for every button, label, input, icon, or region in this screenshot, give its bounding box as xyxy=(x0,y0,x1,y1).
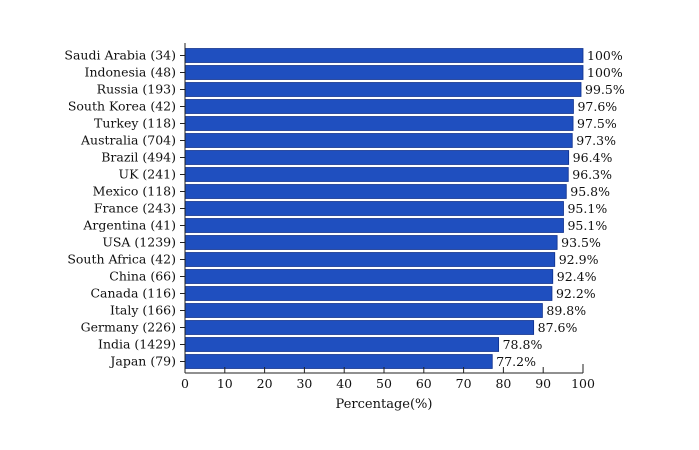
value-label: 78.8% xyxy=(503,337,543,352)
category-label: Brazil (494) xyxy=(101,150,176,165)
x-tick-label: 40 xyxy=(336,376,352,391)
x-tick-label: 0 xyxy=(181,376,189,391)
category-labels: Saudi Arabia (34) Indonesia (48) Russia (1… xyxy=(64,48,185,369)
bar xyxy=(184,116,574,131)
category-label: Indonesia (48) xyxy=(85,65,176,80)
value-label: 99.5% xyxy=(585,82,625,97)
category-label: Australia (704) xyxy=(80,133,176,148)
category-label: Russia (193) xyxy=(97,82,176,97)
bar xyxy=(184,269,554,284)
value-label: 77.2% xyxy=(496,354,536,369)
bar xyxy=(184,320,535,335)
x-tick-label: 80 xyxy=(495,376,511,391)
value-label: 93.5% xyxy=(561,235,601,250)
value-label: 95.8% xyxy=(570,184,610,199)
category-label: France (243) xyxy=(94,201,176,216)
category-label: China (66) xyxy=(109,269,176,284)
category-label: Italy (166) xyxy=(110,303,176,318)
value-label: 96.4% xyxy=(573,150,613,165)
bar xyxy=(184,48,584,63)
x-tick-label: 50 xyxy=(376,376,392,391)
value-label: 92.9% xyxy=(559,252,599,267)
x-tick-label: 10 xyxy=(217,376,233,391)
category-label: South Korea (42) xyxy=(68,99,176,114)
value-label: 95.1% xyxy=(567,201,607,216)
bar xyxy=(184,82,582,97)
category-label: USA (1239) xyxy=(102,235,176,250)
value-label: 92.4% xyxy=(557,269,597,284)
value-label: 100% xyxy=(587,48,623,63)
category-label: Germany (226) xyxy=(81,320,176,335)
category-label: Argentina (41) xyxy=(82,218,176,233)
value-label: 89.8% xyxy=(546,303,586,318)
bar xyxy=(184,99,574,114)
value-label: 92.2% xyxy=(556,286,596,301)
value-label: 97.6% xyxy=(577,99,617,114)
x-tick-label: 90 xyxy=(535,376,551,391)
category-label: India (1429) xyxy=(98,337,176,352)
bar xyxy=(184,184,567,199)
bar xyxy=(184,201,564,216)
bar xyxy=(184,218,564,233)
value-label: 96.3% xyxy=(572,167,612,182)
category-label: Saudi Arabia (34) xyxy=(64,48,176,63)
bar xyxy=(184,65,584,80)
x-axis-ticks: 0 10 20 30 40 50 60 70 80 90 100 xyxy=(181,367,595,391)
value-labels: 100% 100% 99.5% 97.6% 97.5% 97.3% 96.4% 96.3% 95… xyxy=(496,48,625,369)
bar xyxy=(184,286,553,301)
value-label: 100% xyxy=(587,65,623,80)
x-tick-label: 100 xyxy=(571,376,595,391)
category-label: Canada (116) xyxy=(90,286,176,301)
bar xyxy=(184,303,543,318)
x-tick-label: 70 xyxy=(456,376,472,391)
category-label: UK (241) xyxy=(119,167,176,182)
value-label: 97.5% xyxy=(577,116,617,131)
value-label: 87.6% xyxy=(538,320,578,335)
bar xyxy=(184,167,569,182)
category-label: South Africa (42) xyxy=(67,252,176,267)
category-label: Turkey (118) xyxy=(94,116,176,131)
value-label: 97.3% xyxy=(576,133,616,148)
category-label: Mexico (118) xyxy=(93,184,176,199)
x-tick-label: 30 xyxy=(296,376,312,391)
category-label: Japan (79) xyxy=(108,354,176,369)
bar xyxy=(184,150,570,165)
bar xyxy=(184,252,556,267)
x-tick-label: 60 xyxy=(416,376,432,391)
x-axis-label: Percentage(%) xyxy=(336,397,433,412)
bars-group xyxy=(184,48,584,369)
bar xyxy=(184,235,558,250)
bar xyxy=(184,337,500,352)
bar xyxy=(184,354,493,369)
x-tick-label: 20 xyxy=(257,376,273,391)
bar xyxy=(184,133,573,148)
value-label: 95.1% xyxy=(567,218,607,233)
